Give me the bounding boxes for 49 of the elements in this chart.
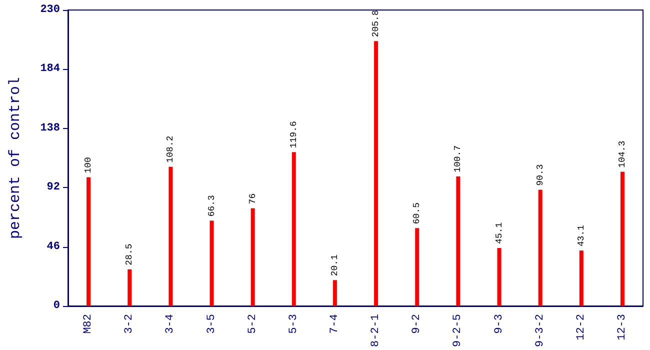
x-tick-label: 3-2	[124, 314, 136, 334]
x-tick-label: M82	[82, 314, 95, 334]
bar	[210, 220, 214, 306]
bar	[456, 176, 460, 306]
x-tick-label: 5-3	[288, 314, 300, 334]
y-tick-label: 46	[46, 240, 60, 253]
data-label: 108.2	[166, 136, 176, 163]
bar	[292, 152, 296, 306]
data-label: 100	[84, 157, 94, 174]
x-tick-label: 5-2	[246, 314, 259, 334]
x-tick-label: 7-4	[328, 314, 341, 334]
data-label: 90.3	[535, 164, 546, 186]
x-tick-label: 12-3	[616, 314, 628, 340]
y-tick-label: 184	[40, 63, 60, 76]
bar	[168, 166, 173, 306]
bar	[332, 280, 337, 306]
data-label: 66.3	[206, 195, 217, 217]
y-tick-label: 138	[40, 122, 60, 134]
bar	[86, 177, 91, 306]
data-label: 43.1	[576, 224, 586, 247]
data-label: 104.3	[617, 140, 628, 168]
bar	[538, 190, 542, 306]
bar	[620, 172, 624, 306]
y-tick-label: 230	[40, 4, 60, 16]
bar	[374, 41, 378, 306]
bar	[415, 228, 420, 306]
x-tick-label: 3-5	[206, 314, 218, 334]
x-tick-label: 9-2	[411, 314, 424, 334]
y-axis-title: percent of control	[7, 76, 24, 240]
x-tick-label: 3-4	[164, 314, 177, 334]
data-label: 100.7	[453, 145, 464, 172]
data-label: 119.6	[288, 121, 299, 148]
data-label: 205.8	[371, 10, 382, 38]
x-tick-label: 9-3	[493, 314, 506, 334]
y-tick-label: 92	[46, 182, 60, 194]
y-tick-label: 0	[53, 300, 60, 312]
x-tick-label: 12-2	[575, 314, 588, 340]
bar	[497, 248, 502, 306]
data-label: 76	[248, 193, 258, 204]
data-label: 28.5	[124, 244, 135, 266]
bar	[128, 269, 132, 306]
data-label: 45.1	[494, 222, 504, 244]
data-label: 60.5	[412, 202, 422, 224]
x-tick-label: 9-3-2	[534, 314, 546, 348]
x-tick-label: 8-2-1	[370, 314, 382, 348]
bar	[250, 208, 255, 306]
x-tick-label: 9-2-5	[452, 314, 464, 348]
bar	[579, 250, 584, 306]
data-label: 20.1	[330, 254, 340, 276]
